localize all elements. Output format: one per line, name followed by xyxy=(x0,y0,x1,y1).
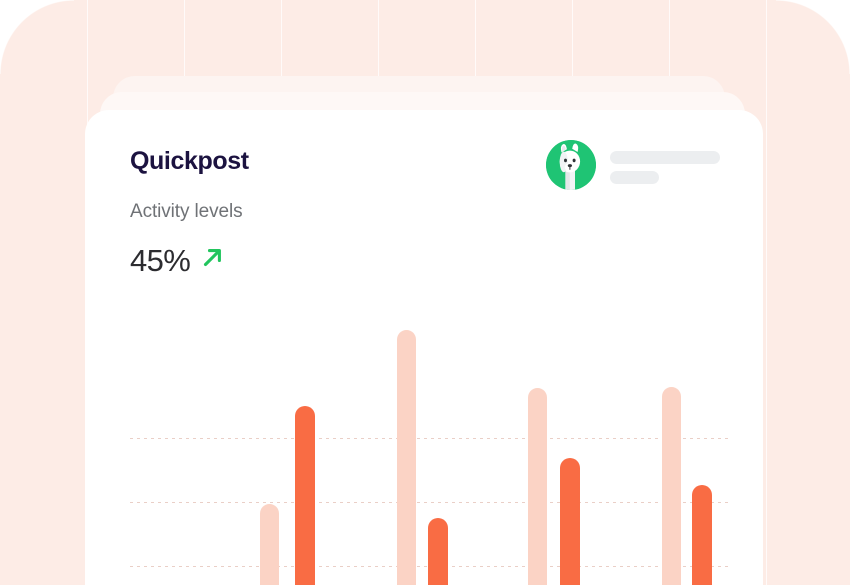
bar-2-solid[interactable] xyxy=(428,518,448,585)
chart-gridline xyxy=(130,502,728,503)
bar-1-light[interactable] xyxy=(260,504,279,585)
bar-4-light[interactable] xyxy=(662,387,681,585)
bar-4-solid[interactable] xyxy=(692,485,712,585)
page-title: Quickpost xyxy=(130,147,249,175)
chart-gridline xyxy=(130,438,728,439)
metric-label: Activity levels xyxy=(130,201,243,222)
chart-bars xyxy=(130,308,728,585)
metric-block: Activity levels 45% xyxy=(130,202,243,276)
card-header: Quickpost xyxy=(130,140,720,190)
user-placeholder-lines xyxy=(610,146,720,184)
handle-placeholder xyxy=(610,171,659,184)
user-chip[interactable] xyxy=(546,140,720,190)
bar-3-solid[interactable] xyxy=(560,458,580,585)
bar-3-light[interactable] xyxy=(528,388,547,585)
bar-1-solid[interactable] xyxy=(295,406,315,585)
name-placeholder xyxy=(610,151,720,164)
metric-value: 45% xyxy=(130,242,191,278)
quickpost-card: Quickpost xyxy=(85,110,763,585)
llama-avatar-icon[interactable] xyxy=(546,140,596,190)
metric-value-row: 45% xyxy=(130,244,243,276)
activity-bar-chart xyxy=(130,308,728,585)
background-rule-line xyxy=(766,0,767,585)
canvas-corner-top-right xyxy=(776,0,850,74)
bar-2-light[interactable] xyxy=(397,330,416,585)
arrow-up-right-icon xyxy=(199,244,226,276)
canvas-corner-top-left xyxy=(0,0,74,74)
